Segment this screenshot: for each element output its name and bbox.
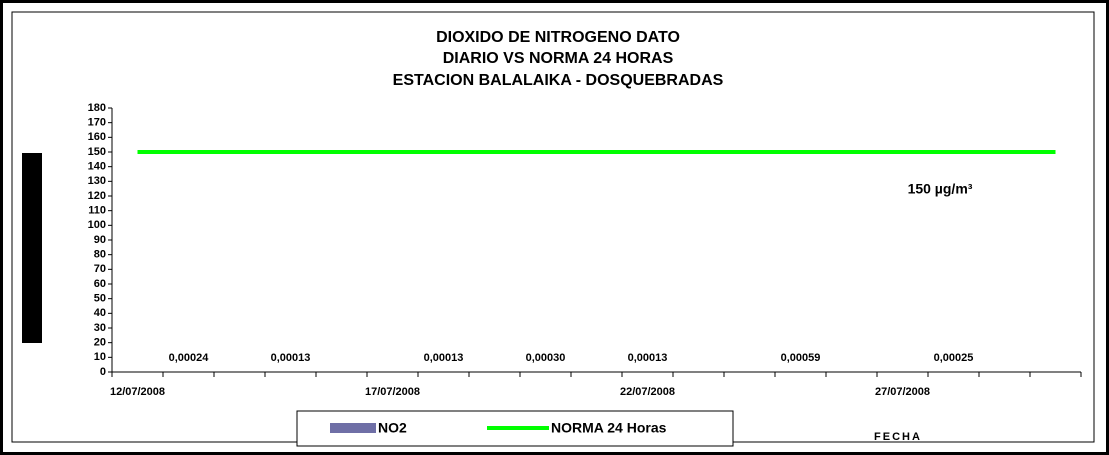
y-axis-label-block [22, 153, 42, 343]
y-tick-label: 140 [88, 161, 106, 173]
y-tick-label: 90 [94, 234, 106, 246]
y-tick-label: 100 [88, 219, 106, 231]
data-label: 0,00013 [628, 352, 668, 364]
y-tick-label: 110 [88, 205, 106, 217]
y-tick-label: 70 [94, 263, 106, 275]
y-tick-label: 10 [94, 351, 106, 363]
y-tick-label: 180 [88, 102, 106, 114]
data-label: 0,00025 [934, 352, 974, 364]
chart-title: DIOXIDO DE NITROGENO DATO [436, 29, 680, 46]
y-tick-label: 80 [94, 249, 106, 261]
legend-swatch [330, 423, 376, 433]
annotation: 150 µg/m³ [908, 181, 973, 197]
legend-label: NO2 [378, 420, 407, 436]
y-tick-label: 60 [94, 278, 106, 290]
x-tick-label: 17/07/2008 [365, 386, 420, 398]
legend-label: NORMA 24 Horas [551, 420, 667, 436]
y-tick-label: 50 [94, 293, 106, 305]
y-tick-label: 170 [88, 117, 106, 129]
data-label: 0,00024 [169, 352, 210, 364]
x-tick-label: 22/07/2008 [620, 386, 675, 398]
y-tick-label: 0 [100, 366, 106, 378]
y-tick-label: 20 [94, 337, 106, 349]
data-label: 0,00013 [271, 352, 311, 364]
y-tick-label: 150 [88, 146, 106, 158]
x-axis-label: FECHA [874, 431, 922, 443]
x-tick-label: 12/07/2008 [110, 386, 165, 398]
x-tick-label: 27/07/2008 [875, 386, 930, 398]
y-tick-label: 160 [88, 131, 106, 143]
data-label: 0,00059 [781, 352, 821, 364]
chart-title: DIARIO VS NORMA 24 HORAS [443, 50, 674, 67]
data-label: 0,00030 [526, 352, 566, 364]
y-tick-label: 120 [88, 190, 106, 202]
y-tick-label: 40 [94, 307, 106, 319]
chart-title: ESTACION BALALAIKA - DOSQUEBRADAS [393, 72, 724, 89]
y-tick-label: 130 [88, 175, 106, 187]
y-tick-label: 30 [94, 322, 106, 334]
data-label: 0,00013 [424, 352, 464, 364]
